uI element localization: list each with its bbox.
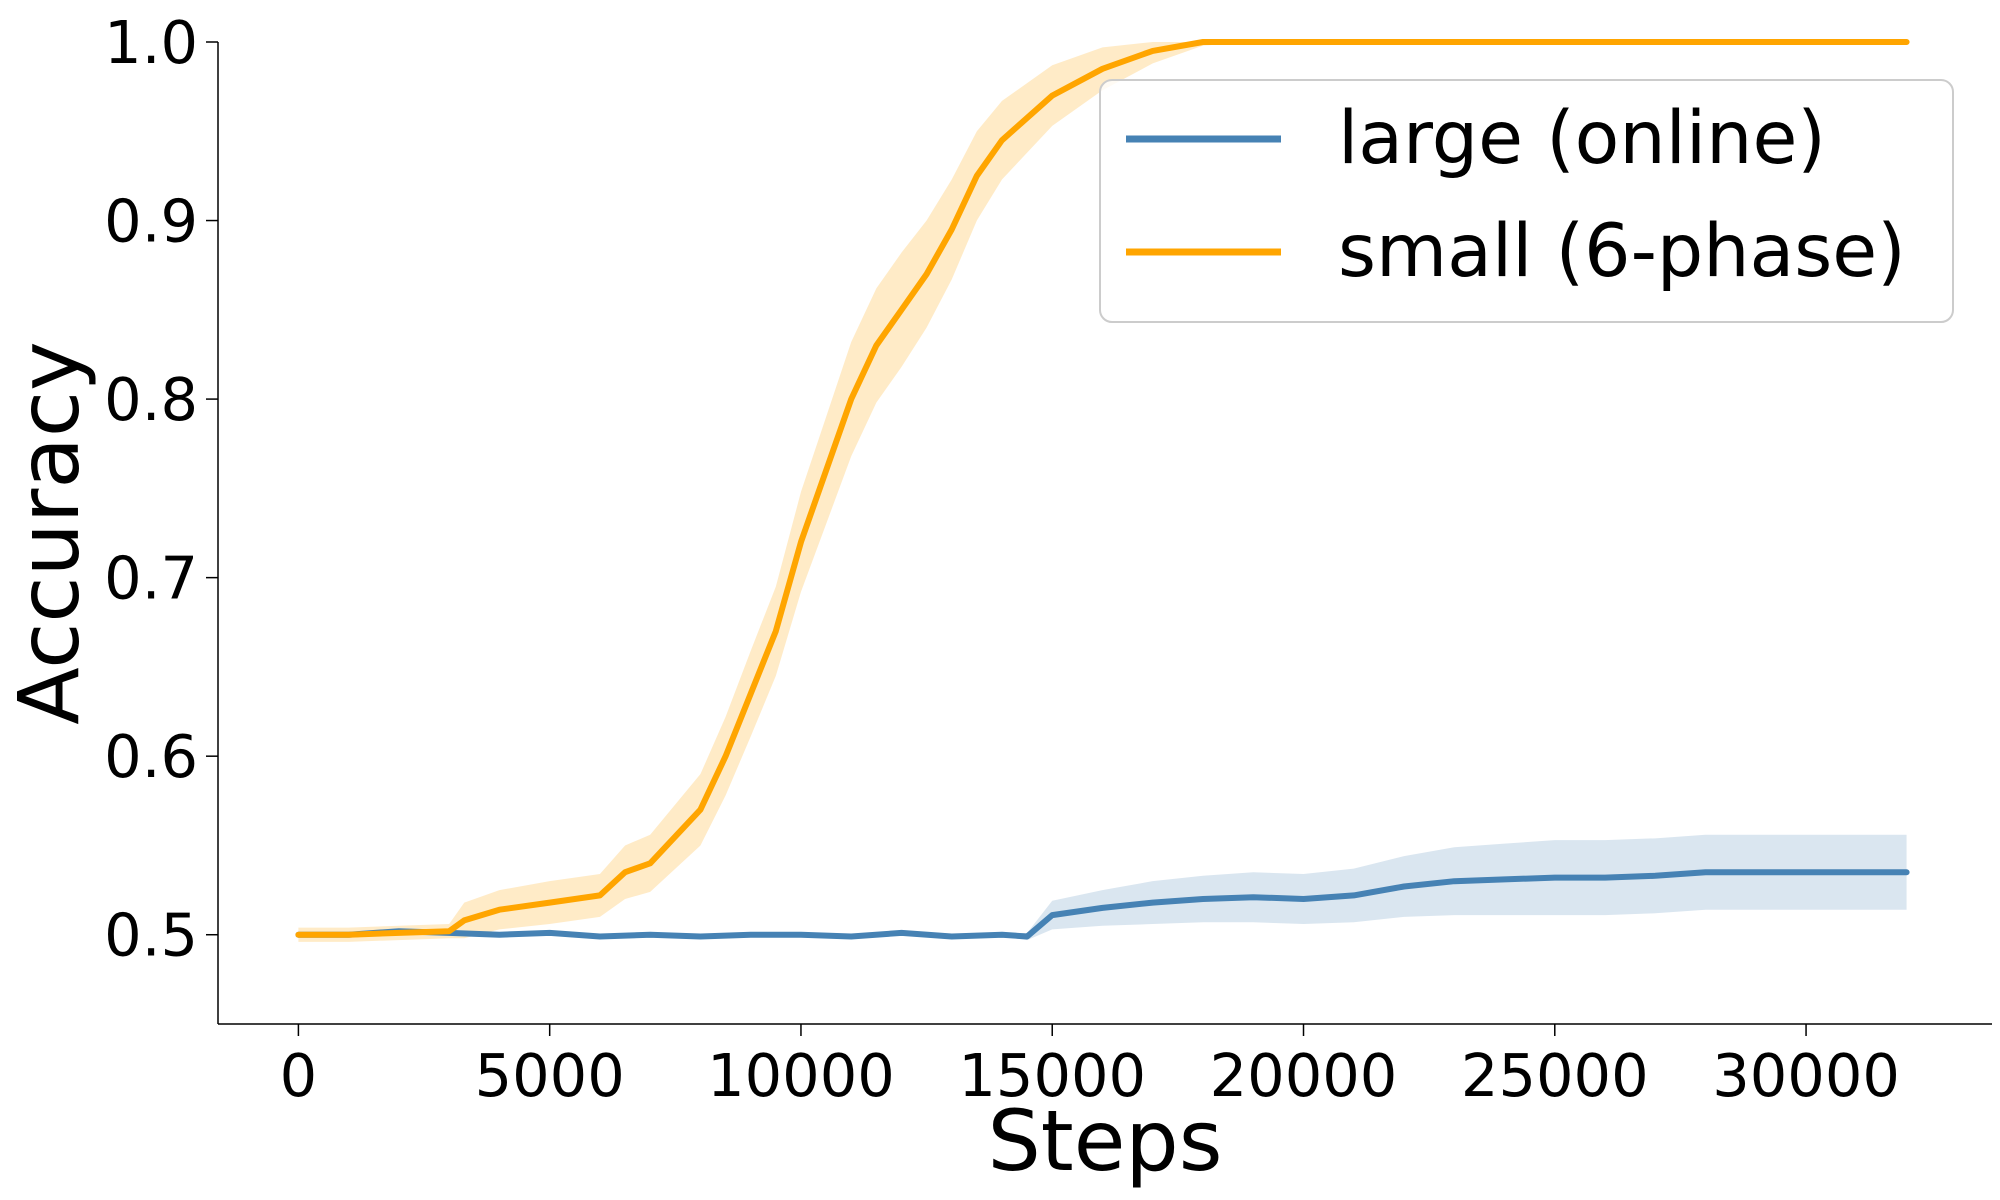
x-tick-label: 15000: [958, 1041, 1146, 1110]
series-lines: [295, 39, 1910, 940]
confidence-bands: [298, 42, 1907, 942]
x-ticks: 0 5000 10000 15000 20000 25000 30000: [280, 1024, 1900, 1110]
y-tick-label: 0.6: [104, 722, 198, 791]
y-tick-label: 0.8: [104, 365, 198, 434]
x-tick-label: 30000: [1712, 1041, 1900, 1110]
series-band-0: [298, 834, 1907, 941]
y-axis-label: Accuracy: [0, 341, 98, 725]
y-tick-label: 0.7: [104, 544, 198, 613]
legend-label-large: large (online): [1338, 96, 1826, 181]
legend-label-small: small (6-phase): [1338, 209, 1906, 294]
series-line-1: [295, 39, 1910, 938]
series-line-0: [295, 869, 1910, 940]
x-tick-label: 20000: [1210, 1041, 1398, 1110]
x-tick-label: 25000: [1461, 1041, 1649, 1110]
legend-box: [1099, 79, 1954, 323]
axes: [217, 42, 1992, 1025]
x-tick-label: 0: [280, 1041, 318, 1110]
y-tick-label: 1.0: [104, 8, 198, 77]
y-tick-label: 0.9: [104, 187, 198, 256]
y-tick-label: 0.5: [104, 901, 198, 970]
y-ticks: 0.5 0.6 0.7 0.8 0.9 1.0: [104, 8, 218, 970]
legend: large (online) small (6-phase): [1099, 79, 1954, 323]
x-axis-label: Steps: [987, 1092, 1222, 1190]
x-tick-label: 5000: [475, 1041, 625, 1110]
x-tick-label: 10000: [707, 1041, 895, 1110]
